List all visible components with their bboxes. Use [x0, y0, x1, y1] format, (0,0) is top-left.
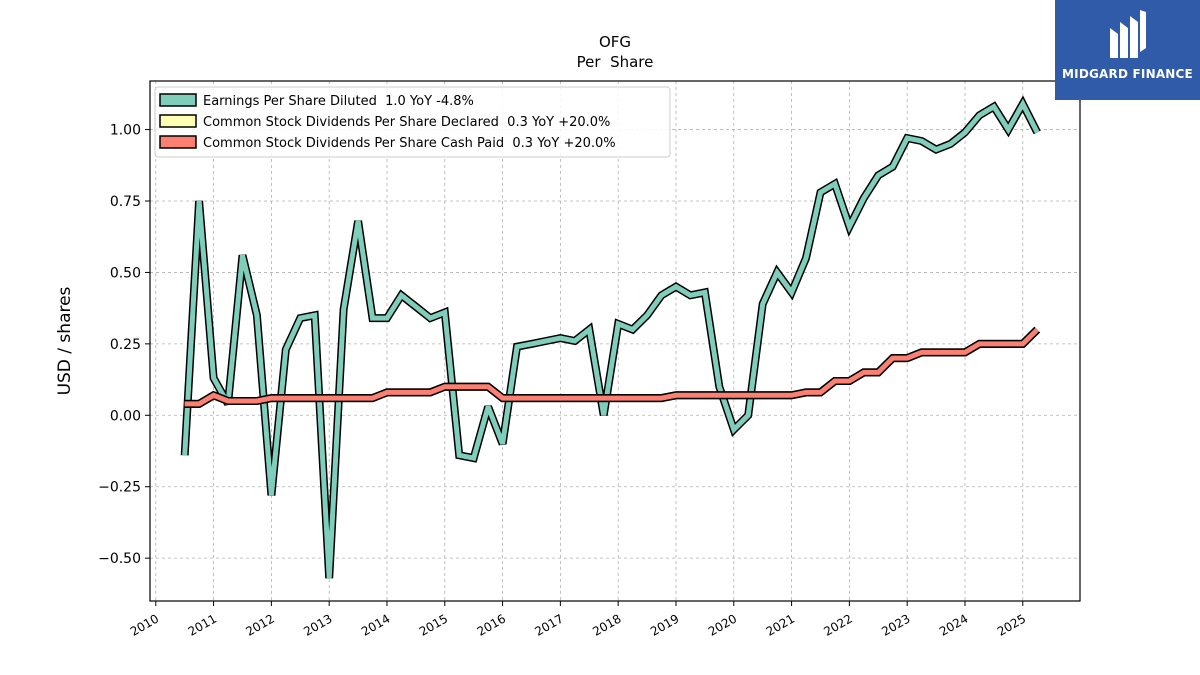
brand-logo: MIDGARD FINANCE — [1055, 0, 1200, 100]
series-stroke — [184, 327, 1039, 407]
chart-subtitle: Per Share — [577, 53, 654, 71]
midgard-mark-icon — [1110, 10, 1146, 58]
y-tick-label: 0.00 — [110, 408, 141, 424]
legend: Earnings Per Share Diluted 1.0 YoY -4.8%… — [154, 86, 671, 158]
legend-box — [154, 86, 671, 158]
y-tick-label: 0.50 — [110, 265, 141, 281]
plot-area-frame — [149, 80, 1081, 602]
y-tick-label: 0.75 — [110, 194, 141, 210]
x-tick-label: 2012 — [243, 611, 276, 638]
x-tick-label: 2022 — [821, 611, 854, 638]
x-tick-label: 2023 — [879, 611, 912, 638]
series-1-line — [180, 95, 1041, 579]
chart-title: OFG — [599, 33, 631, 51]
x-tick-label: 2021 — [764, 611, 797, 638]
y-tick-label: 0.25 — [110, 337, 141, 353]
x-tick-label: 2011 — [186, 611, 219, 638]
legend-swatch — [159, 93, 197, 107]
brand-name: MIDGARD FINANCE — [1062, 67, 1193, 81]
x-tick-label: 2019 — [648, 611, 681, 638]
series-stroke — [182, 98, 1040, 579]
x-tick-label: 2010 — [128, 611, 161, 638]
x-tick-label: 2024 — [937, 611, 970, 638]
x-tick-label: 2013 — [301, 611, 334, 638]
legend-label: Common Stock Dividends Per Share Declare… — [203, 115, 610, 130]
x-tick-label: 2015 — [417, 611, 450, 638]
y-tick-label: 1.00 — [110, 123, 141, 139]
x-tick-label: 2016 — [475, 611, 508, 638]
legend-swatch — [159, 114, 197, 128]
legend-swatch — [159, 135, 197, 149]
legend-label: Common Stock Dividends Per Share Cash Pa… — [203, 136, 616, 151]
x-tick-label: 2025 — [995, 611, 1028, 638]
x-axis-ticks: 2010 2011 2012 2013 2014 2015 2016 2017 2018 2019… — [128, 601, 1028, 639]
y-tick-label: −0.50 — [98, 551, 141, 567]
legend-label: Earnings Per Share Diluted 1.0 YoY -4.8% — [203, 94, 474, 109]
x-tick-label: 2020 — [706, 611, 739, 638]
x-tick-label: 2018 — [590, 611, 623, 638]
y-axis-label: USD / shares — [55, 286, 75, 395]
x-tick-label: 2014 — [359, 611, 392, 638]
series-3-line — [184, 326, 1041, 408]
y-tick-label: −0.25 — [98, 480, 141, 496]
series-outline — [180, 95, 1041, 579]
y-axis-ticks: 1.00 0.75 0.50 0.25 0.00 −0.25 −0.50 — [98, 123, 150, 567]
series-lines — [180, 95, 1041, 579]
x-tick-label: 2017 — [532, 611, 565, 638]
